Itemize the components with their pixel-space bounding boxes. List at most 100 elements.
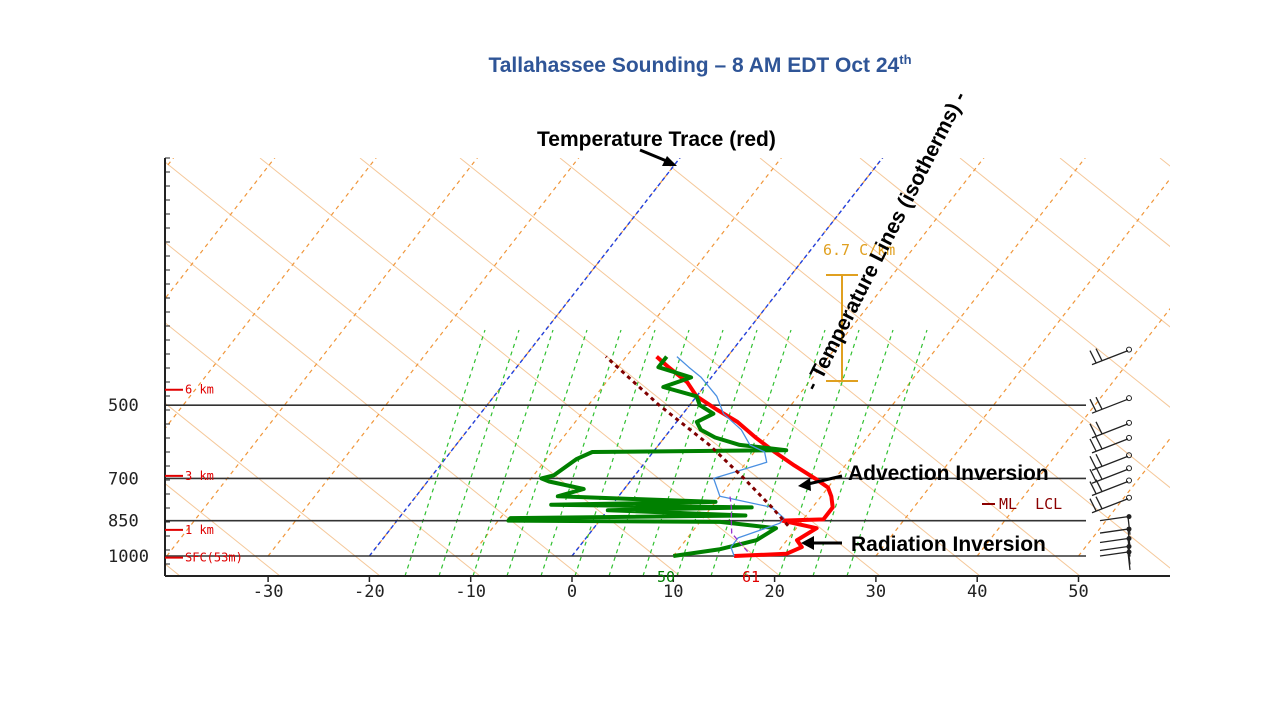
- x-tick-label: 0: [567, 582, 577, 602]
- wind-barb-staff: [1091, 498, 1129, 514]
- wind-barb-staff: [1127, 516, 1131, 535]
- mixing-ratio-line: [744, 329, 826, 576]
- dry-adiabat: [165, 563, 181, 576]
- x-tick-label: 50: [1068, 582, 1088, 602]
- wind-barb-staff: [1099, 528, 1129, 534]
- pressure-label: 850: [108, 512, 139, 532]
- wind-barb-staff: [1099, 551, 1129, 557]
- isotherm: [267, 158, 580, 557]
- lapse-rate-label: 6.7 C/km: [823, 241, 895, 259]
- surface-temp-label: 61: [742, 568, 760, 586]
- axes: -30 -20 -10 0 10 20 30 40 50 6 km 3 km 1 km SFC(53m): [164, 157, 1170, 602]
- surface-dewpoint-label: 50: [657, 568, 675, 586]
- mixing-ratio-line: [404, 329, 486, 576]
- wind-barb-flag: [1089, 423, 1097, 437]
- wind-barb-flag: [1095, 396, 1103, 410]
- wind-barb-staff: [1099, 537, 1129, 544]
- height-label: 3 km: [185, 469, 214, 483]
- pressure-label: 1000: [108, 547, 149, 567]
- wind-barb-station: [1126, 543, 1132, 549]
- wind-barb-staff: [1091, 398, 1129, 414]
- series-line-4: [604, 355, 790, 527]
- wind-barb-flag: [1089, 468, 1097, 482]
- height-label: 1 km: [185, 523, 214, 537]
- isotherm: [165, 158, 377, 430]
- isotherm: [1078, 437, 1170, 557]
- isotherm-highlight: [368, 158, 681, 557]
- series-line-0: [655, 355, 835, 558]
- wind-barb-flag: [1095, 436, 1103, 450]
- mixing-ratio-line: [540, 329, 622, 576]
- mixing-ratio-line: [438, 329, 520, 576]
- wind-barb-flag: [1095, 496, 1103, 510]
- mixing-ratio-line: [812, 329, 894, 576]
- dry-adiabat: [859, 158, 1170, 408]
- wind-barb-flag: [1095, 348, 1103, 361]
- x-tick-label: 30: [866, 582, 886, 602]
- radiation-inversion-callout: Radiation Inversion: [851, 533, 1046, 556]
- x-tick-label: -20: [354, 582, 385, 602]
- wind-barb-station: [1126, 434, 1132, 441]
- mixing-ratio-line: [846, 329, 928, 576]
- x-tick-label: 10: [663, 582, 683, 602]
- wind-barb-station: [1126, 452, 1132, 459]
- wind-barb-flag: [1095, 453, 1103, 467]
- wind-barb-staff: [1099, 515, 1129, 522]
- wind-barb-station: [1126, 526, 1132, 532]
- dry-adiabat: [1059, 158, 1170, 248]
- dry-adiabat: [0, 158, 80, 576]
- isotherm: [165, 158, 276, 300]
- temperature-trace-arrowhead: [662, 156, 677, 166]
- x-tick-label: -10: [455, 582, 486, 602]
- wind-barb-station: [1126, 419, 1132, 426]
- advection-inversion-arrowhead: [798, 478, 811, 491]
- wind-barb-flag: [1095, 466, 1103, 480]
- wind-barb-flag: [1089, 350, 1097, 363]
- series-line-1: [506, 355, 789, 558]
- mixing-ratio-line: [472, 329, 554, 576]
- advection-inversion-arrow: [807, 474, 843, 486]
- dry-adiabat: [165, 161, 681, 576]
- isotherm: [165, 158, 175, 170]
- mixing-ratio-line: [506, 329, 588, 576]
- x-tick-label: 20: [764, 582, 784, 602]
- wind-barb-station: [1126, 514, 1132, 520]
- pressure-label: 700: [108, 469, 139, 489]
- wind-barb-flag: [1089, 455, 1097, 469]
- wind-barb-station: [1126, 477, 1132, 484]
- series-line-3: [729, 496, 749, 553]
- x-tick-label: -30: [253, 582, 284, 602]
- dry-adiabat: [165, 402, 381, 576]
- radiation-inversion-arrowhead: [801, 536, 814, 550]
- dry-adiabat: [1260, 158, 1280, 576]
- wind-barb-staff: [1091, 350, 1129, 366]
- height-label: 6 km: [185, 383, 214, 397]
- wind-barb-flag: [1089, 438, 1097, 452]
- dry-adiabat: [759, 158, 1170, 489]
- height-label: SFC(53m): [185, 551, 243, 565]
- wind-barb-station: [1126, 549, 1132, 555]
- dry-adiabat: [1159, 158, 1170, 167]
- isotherm: [0, 156, 74, 556]
- wind-barb-staff: [1091, 468, 1129, 484]
- slide-title: Tallahassee Sounding – 8 AM EDT Oct 24th: [488, 52, 912, 77]
- series-line-2: [676, 356, 785, 557]
- wind-barb-station: [1126, 346, 1132, 353]
- wind-barb-flag: [1089, 398, 1097, 412]
- series-layer: [506, 355, 835, 558]
- wind-barb-station: [1126, 536, 1132, 542]
- wind-barb-staff: [1091, 438, 1129, 454]
- dry-adiabat: [359, 158, 881, 576]
- wind-barb-flag: [1089, 498, 1097, 512]
- dry-adiabat: [165, 322, 481, 576]
- wind-barbs: [1089, 346, 1132, 571]
- wind-barb-staff: [1091, 480, 1129, 497]
- wind-barb-staff: [1127, 551, 1131, 571]
- dry-adiabat: [165, 241, 581, 576]
- temperature-trace-arrow: [639, 148, 670, 164]
- lcl-label: ML LCL: [999, 495, 1062, 513]
- lapse-rate-bracket: [826, 274, 858, 382]
- dry-adiabat: [959, 158, 1170, 328]
- wind-barb-flag: [1095, 479, 1103, 492]
